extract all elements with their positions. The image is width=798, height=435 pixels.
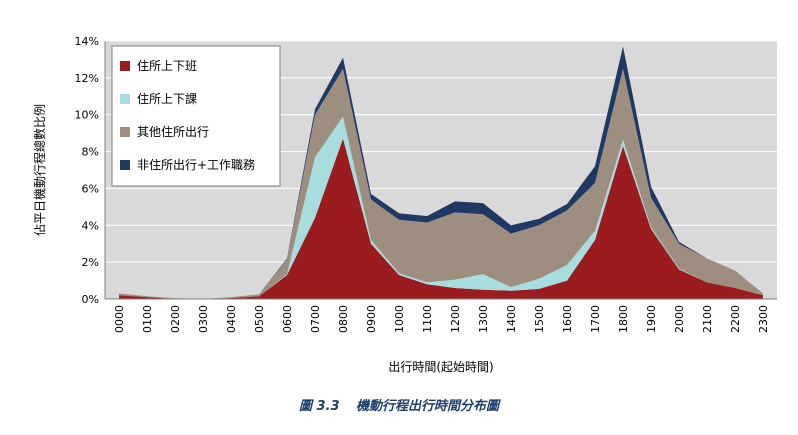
x-tick-label: 1300 <box>477 305 490 333</box>
x-axis-title: 出行時間(起始時間) <box>388 360 493 374</box>
figure-number: 圖 3.3 <box>298 399 340 414</box>
x-tick-label: 1500 <box>533 305 546 333</box>
legend-swatch <box>120 127 130 137</box>
x-tick-label: 0300 <box>197 305 210 333</box>
x-tick-label: 0800 <box>337 305 350 333</box>
x-tick-label: 1700 <box>589 305 602 333</box>
y-tick-label: 6% <box>82 182 99 195</box>
axes <box>104 41 777 300</box>
figure-title: 機動行程出行時間分布圖 <box>356 399 500 414</box>
x-tick-label: 0100 <box>141 305 154 333</box>
x-tick-label: 0600 <box>281 305 294 333</box>
x-tick-label: 0500 <box>253 305 266 333</box>
x-tick-label: 2000 <box>673 305 686 333</box>
x-tick-labels: 0000 0100 0200 0300 0400 0500 0600 0700 0800 0900… <box>113 305 770 333</box>
x-tick-label: 1100 <box>421 305 434 333</box>
y-tick-label: 14% <box>75 35 99 48</box>
chart: 0% 2% 4% 6% 8% 10% 12% 14% 0000 0100 0200 0300 0400… <box>32 35 777 374</box>
y-tick-label: 12% <box>75 72 99 85</box>
x-tick-label: 1200 <box>449 305 462 333</box>
legend-swatch <box>120 160 130 170</box>
figure-caption: 圖 3.3 機動行程出行時間分布圖 <box>0 395 798 414</box>
legend-box <box>111 45 281 187</box>
x-tick-label: 0200 <box>169 305 182 333</box>
area-series-1 <box>119 138 763 299</box>
x-tick-label: 2100 <box>701 305 714 333</box>
x-tick-label: 0400 <box>225 305 238 333</box>
legend-label: 非住所出行+工作職務 <box>137 158 255 172</box>
y-tick-label: 0% <box>82 293 99 306</box>
stacked-areas <box>119 46 763 299</box>
x-tick-label: 1600 <box>561 305 574 333</box>
legend-label: 其他住所出行 <box>137 125 209 139</box>
x-tick-label: 2200 <box>729 305 742 333</box>
x-tick-label: 0000 <box>113 305 126 333</box>
y-tick-label: 2% <box>82 256 99 269</box>
legend-label: 住所上下課 <box>137 91 197 106</box>
x-tick-label: 1900 <box>645 305 658 333</box>
y-tick-label: 4% <box>82 219 99 232</box>
x-tick-label: 2300 <box>757 305 770 333</box>
x-tick-label: 0700 <box>309 305 322 333</box>
y-tick-label: 10% <box>75 109 99 122</box>
x-tick-label: 1800 <box>617 305 630 333</box>
x-tick-label: 0900 <box>365 305 378 333</box>
y-tick-labels: 0% 2% 4% 6% 8% 10% 12% 14% <box>75 35 99 306</box>
y-axis-title: 佔平日機動行程總數比例 <box>32 104 47 236</box>
x-tick-label: 1400 <box>505 305 518 333</box>
y-tick-label: 8% <box>82 146 99 159</box>
legend-label: 住所上下班 <box>137 59 197 73</box>
legend-swatch <box>120 61 130 71</box>
area-series-3 <box>119 68 763 299</box>
legend-swatch <box>120 94 130 104</box>
x-tick-label: 1000 <box>393 305 406 333</box>
